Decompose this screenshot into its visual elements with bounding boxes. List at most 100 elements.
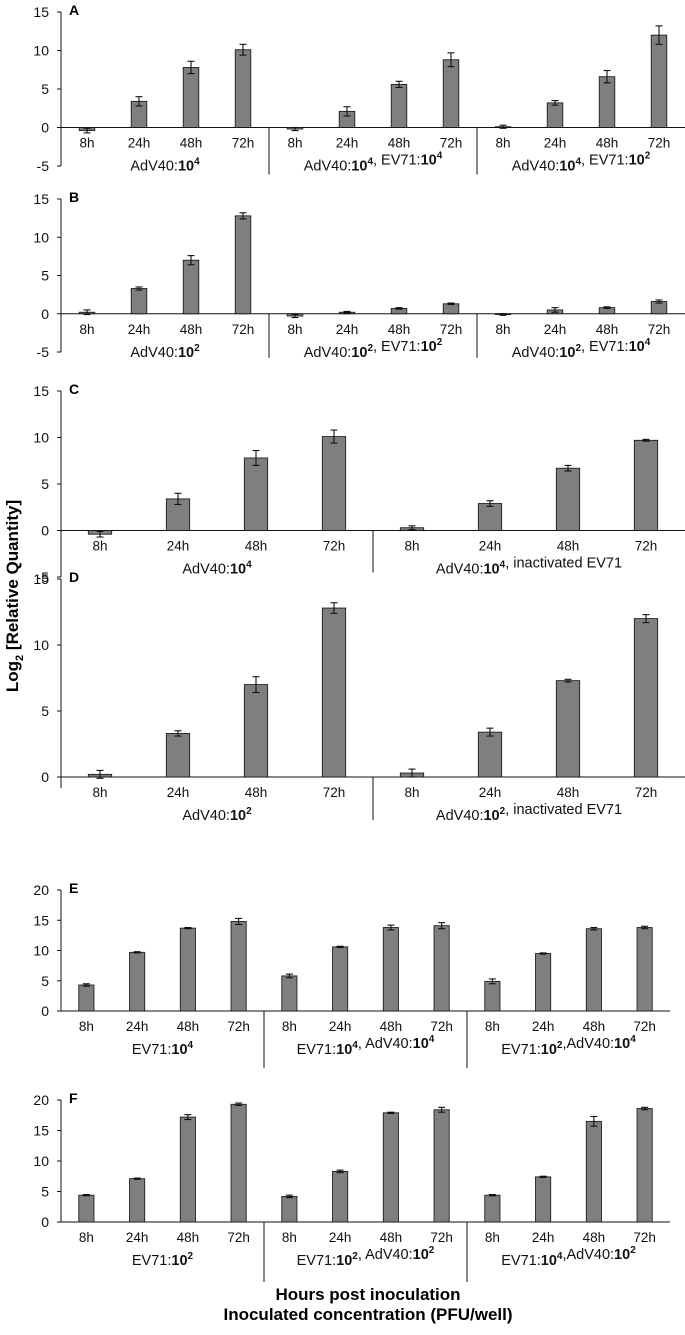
category-label: 48h	[557, 785, 580, 800]
panel-letter: D	[69, 569, 79, 585]
bar	[633, 618, 659, 778]
category-label: 72h	[648, 322, 671, 337]
bar	[78, 1194, 95, 1223]
bar	[535, 1176, 552, 1223]
bar	[230, 921, 247, 1012]
category-label: 8h	[485, 1230, 500, 1245]
panel-b: -5 0 5 10 15 B 8h 24h 48h 72h AdV40:102 8h 24h 48h 72h…	[33, 189, 685, 361]
group-label: EV71:104,AdV40:102	[501, 1245, 636, 1269]
bar	[442, 303, 460, 315]
y-tick-label: -5	[37, 569, 50, 585]
category-label: 48h	[596, 322, 619, 337]
category-label: 72h	[440, 136, 463, 151]
y-tick-label: 10	[33, 943, 49, 959]
bar	[281, 1195, 298, 1223]
y-tick-label: -5	[37, 158, 50, 174]
category-label: 8h	[79, 1019, 94, 1034]
bar	[650, 34, 668, 128]
bar	[129, 951, 146, 1012]
bar	[442, 59, 460, 128]
y-tick-label: 0	[41, 1003, 49, 1019]
group-label: AdV40:102, EV71:102	[304, 337, 443, 361]
panel-c: -5 0 5 10 15 C 8h 24h 48h 72h AdV40:104 8h 24h 48h 72h…	[33, 381, 685, 585]
y-tick-label: 20	[33, 1092, 49, 1108]
category-label: 72h	[323, 785, 346, 800]
bar	[585, 928, 602, 1012]
group-label: AdV40:104	[182, 560, 252, 578]
y-tick-label: 15	[33, 383, 49, 399]
y-tick-label: 10	[33, 637, 49, 653]
x-axis-title-line1: Hours post inoculation	[275, 1285, 460, 1304]
group-label: AdV40:102, EV71:104	[512, 337, 651, 361]
y-tick-label: 5	[41, 268, 49, 284]
category-label: 24h	[167, 539, 190, 554]
category-label: 24h	[544, 322, 567, 337]
category-label: 48h	[380, 1019, 403, 1034]
panel-letter: F	[69, 1090, 78, 1106]
category-label: 8h	[92, 785, 107, 800]
category-label: 48h	[177, 1230, 200, 1245]
bar	[165, 733, 191, 778]
bar	[129, 1178, 146, 1223]
bar	[633, 439, 659, 531]
y-tick-label: 0	[41, 120, 49, 136]
category-label: 72h	[633, 1019, 656, 1034]
group-label: AdV40:102, inactivated EV71	[436, 802, 622, 824]
category-label: 48h	[583, 1230, 606, 1245]
bar	[332, 946, 349, 1012]
bar	[179, 927, 196, 1012]
category-label: 72h	[323, 539, 346, 554]
category-label: 48h	[245, 785, 268, 800]
category-label: 72h	[232, 322, 255, 337]
group-label: AdV40:104, EV71:102	[512, 151, 651, 175]
y-tick-label: 5	[41, 81, 49, 97]
panels: -5 0 5 10 15 A 8h 24h 48h 72h AdV40:104 8h 24h 48h 72h…	[33, 2, 685, 1282]
y-tick-label: 0	[41, 306, 49, 322]
category-label: 48h	[596, 136, 619, 151]
bar	[477, 731, 503, 778]
bar	[433, 1109, 450, 1223]
category-label: 8h	[287, 136, 302, 151]
category-label: 24h	[544, 136, 567, 151]
group-label: AdV40:104, inactivated EV71	[436, 556, 622, 578]
group-label: AdV40:102	[182, 806, 252, 824]
group-label: EV71:102, AdV40:102	[297, 1245, 435, 1269]
category-label: 8h	[282, 1019, 297, 1034]
y-tick-label: 5	[41, 476, 49, 492]
category-label: 8h	[79, 1230, 94, 1245]
category-label: 24h	[329, 1019, 352, 1034]
bar	[78, 984, 95, 1012]
category-label: 48h	[180, 136, 203, 151]
group-label: EV71:104, AdV40:104	[297, 1034, 435, 1058]
category-label: 48h	[245, 539, 268, 554]
group-label: AdV40:102	[130, 343, 200, 361]
bar	[555, 467, 581, 531]
bar	[598, 76, 616, 128]
category-label: 24h	[532, 1019, 555, 1034]
y-tick-label: 5	[41, 703, 49, 719]
bar	[484, 980, 501, 1012]
category-label: 24h	[167, 785, 190, 800]
bar	[321, 607, 347, 778]
panel-a: -5 0 5 10 15 A 8h 24h 48h 72h AdV40:104 8h 24h 48h 72h…	[33, 2, 685, 175]
bar	[390, 83, 408, 128]
category-label: 24h	[336, 136, 359, 151]
y-axis-title: Log2 [Relative Quantity]	[3, 500, 26, 692]
bar	[555, 680, 581, 778]
category-label: 8h	[79, 136, 94, 151]
y-tick-label: 5	[41, 1184, 49, 1200]
category-label: 24h	[128, 136, 151, 151]
category-label: 24h	[126, 1230, 149, 1245]
category-label: 48h	[583, 1019, 606, 1034]
category-label: 8h	[282, 1230, 297, 1245]
bar	[636, 927, 653, 1012]
y-tick-label: 15	[33, 4, 49, 20]
group-label: EV71:102	[132, 1251, 194, 1269]
category-label: 48h	[388, 322, 411, 337]
category-label: 72h	[633, 1230, 656, 1245]
panel-letter: E	[69, 880, 78, 896]
bar	[234, 49, 252, 128]
category-label: 24h	[479, 539, 502, 554]
group-label: EV71:104	[132, 1040, 194, 1058]
